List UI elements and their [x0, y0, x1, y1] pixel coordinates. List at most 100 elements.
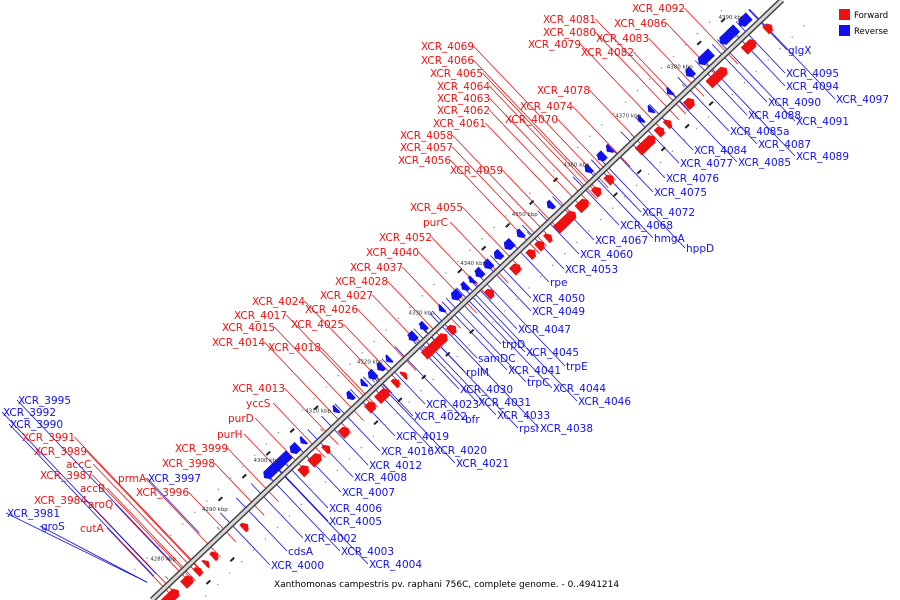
forward-gene-label: XCR_4057	[400, 142, 453, 154]
scale-tick-label: 4310 kbp	[305, 409, 331, 415]
reverse-gene-label: XCR_4002	[304, 533, 357, 545]
guide-dot	[349, 363, 352, 366]
reverse-leader-line	[490, 255, 532, 299]
reverse-leader-line	[729, 27, 786, 87]
reverse-gene-label: XCR_4077	[680, 158, 733, 170]
guide-dot	[421, 295, 423, 297]
guide-dot	[719, 104, 722, 107]
forward-gene-label: XCR_4063	[437, 93, 490, 105]
scale-tick-label: 4280 kbp	[150, 556, 176, 562]
feature-mark	[217, 496, 223, 502]
forward-gene	[307, 453, 322, 468]
forward-leader-line	[595, 31, 680, 121]
reverse-gene	[461, 281, 471, 291]
reverse-gene-label: cdsA	[288, 546, 314, 558]
reverse-gene-label: XCR_4022	[414, 411, 467, 423]
forward-gene-label: XCR_4015	[222, 322, 275, 334]
reverse-gene-label: XCR_4084	[694, 145, 747, 157]
guide-dot	[492, 321, 494, 324]
forward-leader-line	[188, 491, 237, 543]
reverse-gene	[647, 104, 656, 114]
feature-mark	[457, 268, 463, 274]
guide-dot	[708, 21, 711, 24]
forward-leader-line	[106, 487, 196, 581]
guide-dot	[325, 386, 328, 388]
reverse-leader-line	[146, 477, 200, 534]
guide-dot	[241, 466, 244, 468]
reverse-gene-label: XCR_4004	[369, 559, 422, 571]
guide-dot	[229, 477, 232, 480]
forward-gene	[239, 522, 249, 533]
forward-gene	[374, 388, 390, 404]
forward-gene-label: XCR_3999	[175, 443, 228, 455]
guide-dot	[264, 538, 267, 540]
guide-dot	[397, 317, 400, 320]
reverse-gene-label: XCR_4046	[578, 396, 631, 408]
reverse-gene	[346, 390, 356, 401]
scale-tick	[681, 83, 686, 88]
reverse-leader-line	[271, 463, 369, 565]
scale-tick	[320, 428, 324, 432]
guide-dot	[588, 135, 591, 137]
guide-dot	[505, 215, 507, 217]
reverse-gene-label: bfr	[465, 414, 480, 426]
forward-gene-label: XCR_4074	[520, 101, 573, 113]
guide-dot	[348, 458, 351, 460]
guide-dot	[517, 203, 519, 206]
guide-dot	[457, 260, 459, 263]
guide-dot	[648, 78, 651, 80]
reverse-gene-label: XCR_4020	[434, 445, 487, 457]
reverse-gene	[299, 436, 308, 445]
tick-marks: 4280 kbp 4290 kbp 4300 kbp 4310 kbp 4320 kbp…	[150, 15, 745, 580]
forward-gene-label: XCR_4028	[335, 276, 388, 288]
scale-tick	[165, 575, 169, 580]
forward-gene	[297, 465, 310, 478]
reverse-gene-label: XCR_4003	[341, 546, 394, 558]
forward-leader-line	[450, 159, 540, 254]
reverse-gene-label: XCR_4044	[553, 383, 606, 395]
forward-leader-line	[86, 450, 204, 574]
guide-dot	[720, 10, 723, 12]
reverse-leader-line	[456, 287, 553, 389]
reverse-gene	[719, 24, 741, 45]
scale-tick	[526, 231, 531, 235]
reverse-leader-line	[278, 456, 329, 509]
forward-gene	[180, 575, 194, 589]
reverse-leader-line	[369, 370, 414, 417]
guide-dot	[253, 454, 256, 457]
reverse-gene	[438, 304, 447, 313]
forward-gene-label: XCR_4086	[614, 18, 667, 30]
guide-dot	[552, 264, 554, 267]
feature-mark	[612, 192, 618, 198]
guide-dot	[360, 446, 363, 449]
reverse-gene-label: XCR_4005	[329, 516, 382, 528]
forward-gene	[534, 240, 545, 252]
forward-gene	[445, 324, 457, 336]
forward-gene	[574, 198, 589, 214]
reverse-gene-label: XCR_4095	[786, 68, 839, 80]
forward-gene-label: XCR_3987	[40, 470, 93, 482]
reverse-gene-label: XCR_4089	[796, 151, 849, 163]
guide-dot	[193, 511, 196, 514]
reverse-leader-line	[467, 276, 518, 330]
forward-gene-label: XCR_4061	[433, 118, 486, 130]
reverse-gene-label: XCR_4090	[768, 97, 821, 109]
reverse-gene-label: XCR_4068	[620, 220, 673, 232]
feature-mark	[265, 450, 271, 456]
reverse-leader-line	[537, 210, 580, 255]
scale-tick	[578, 182, 582, 186]
feature-mark	[708, 100, 714, 106]
feature-mark	[421, 374, 427, 380]
feature-mark	[636, 169, 642, 175]
forward-leader-line	[264, 341, 352, 433]
reverse-gene	[376, 361, 386, 372]
reverse-gene-label: XCR_4053	[565, 264, 618, 276]
reverse-leader-line	[293, 442, 342, 493]
forward-gene	[682, 97, 695, 110]
feature-mark	[289, 428, 295, 434]
guide-dot	[600, 124, 603, 126]
scale-tick-label: 4340 kbp	[460, 261, 486, 267]
reverse-gene	[474, 266, 486, 278]
guide-dot	[696, 32, 699, 35]
forward-leader-line	[272, 402, 326, 458]
